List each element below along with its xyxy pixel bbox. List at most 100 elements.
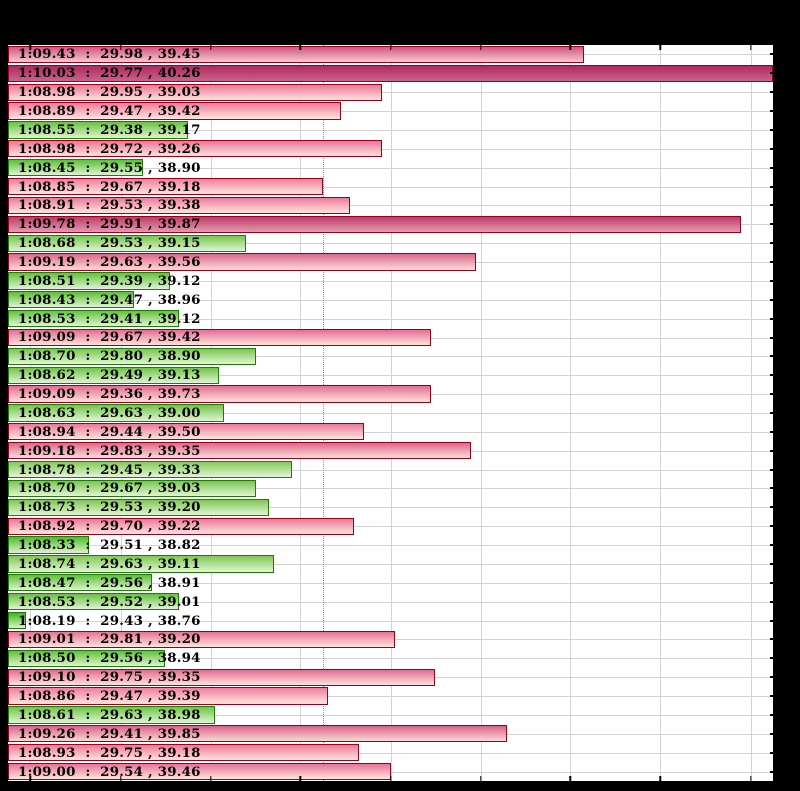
row-end-nub — [770, 449, 773, 452]
bar-label: 1:09.09 : 29.67 , 39.42 — [18, 329, 201, 346]
bar-row: 1:09.26 : 29.41 , 39.85 — [8, 724, 773, 743]
bar-label: 1:09.78 : 29.91 , 39.87 — [18, 216, 201, 233]
bar — [8, 234, 247, 252]
bar-label: 1:08.33 : 29.51 , 38.82 — [18, 537, 201, 554]
bar-label: 1:08.63 : 29.63 , 39.00 — [18, 404, 201, 421]
tick-mark-top — [479, 45, 482, 50]
row-end-nub — [770, 317, 773, 320]
bar — [8, 272, 170, 290]
bar — [8, 479, 256, 498]
bar-row: 1:09.78 : 29.91 , 39.87 — [8, 215, 773, 234]
bar — [8, 536, 89, 554]
grid-hline — [8, 280, 773, 282]
bar-row: 1:08.53 : 29.41 , 39.12 — [8, 309, 773, 328]
bar-row: 1:08.73 : 29.53 , 39.20 — [8, 498, 773, 517]
grid-hline — [8, 620, 773, 622]
bar — [8, 177, 323, 196]
bar-row: 1:08.50 : 29.56 , 38.94 — [8, 649, 773, 668]
bar — [8, 310, 179, 328]
tick-mark-bottom — [299, 776, 302, 781]
tick-mark-bottom — [389, 776, 392, 781]
bar — [8, 385, 431, 403]
bar — [8, 196, 350, 215]
bar-row: 1:08.98 : 29.95 , 39.03 — [8, 83, 773, 102]
grid-hline — [8, 563, 773, 565]
bar-row: 1:09.43 : 29.98 , 39.45 — [8, 45, 773, 64]
grid-hline — [8, 129, 773, 131]
bar-label: 1:08.55 : 29.38 , 39.17 — [18, 121, 201, 138]
bar-label: 1:08.51 : 29.39 , 39.12 — [18, 272, 201, 289]
row-end-nub — [770, 279, 773, 282]
bar-label: 1:08.73 : 29.53 , 39.20 — [18, 499, 201, 516]
row-end-nub — [770, 110, 773, 113]
grid-hline — [8, 186, 773, 188]
bar-label: 1:09.01 : 29.81 , 39.20 — [18, 631, 201, 648]
bar-row: 1:08.47 : 29.56 , 38.91 — [8, 573, 773, 592]
bar-label: 1:08.91 : 29.53 , 39.38 — [18, 197, 201, 214]
tick-mark-bottom — [749, 776, 752, 781]
row-end-nub — [770, 468, 773, 471]
row-end-nub — [770, 355, 773, 358]
bar — [8, 555, 274, 573]
bar — [8, 102, 341, 120]
row-end-nub — [770, 430, 773, 433]
row-end-nub — [770, 336, 773, 339]
grid-hline — [8, 545, 773, 547]
bar — [8, 121, 188, 139]
bar-row: 1:09.18 : 29.83 , 39.35 — [8, 441, 773, 460]
bar — [8, 517, 355, 535]
grid-hline — [8, 469, 773, 471]
grid-hline — [8, 299, 773, 301]
bar-label: 1:08.93 : 29.75 , 39.18 — [18, 744, 201, 761]
bar — [8, 611, 26, 630]
bar-row: 1:09.00 : 29.54 , 39.46 — [8, 762, 773, 781]
row-end-nub — [770, 487, 773, 490]
bar — [8, 83, 382, 101]
grid-hline — [8, 148, 773, 150]
bar-label: 1:08.70 : 29.80 , 38.90 — [18, 348, 201, 365]
tick-mark-top — [29, 45, 32, 50]
grid-hline — [8, 356, 773, 358]
bar-label: 1:08.45 : 29.55 , 38.90 — [18, 159, 201, 176]
bar-label: 1:09.09 : 29.36 , 39.73 — [18, 386, 201, 403]
bar — [8, 404, 224, 422]
bar-label: 1:08.62 : 29.49 , 39.13 — [18, 367, 201, 384]
bar-label: 1:08.53 : 29.52 , 39.01 — [18, 593, 201, 610]
grid-hline — [8, 375, 773, 377]
grid-hline — [8, 771, 773, 773]
row-end-nub — [770, 676, 773, 679]
tick-mark-bottom — [29, 776, 32, 781]
row-end-nub — [770, 166, 773, 169]
mean-reference-line — [322, 45, 324, 781]
bar-row: 1:08.78 : 29.45 , 39.33 — [8, 460, 773, 479]
row-end-nub — [770, 713, 773, 716]
grid-hline — [8, 111, 773, 113]
tick-mark-bottom — [659, 776, 662, 781]
row-end-nub — [770, 374, 773, 377]
tick-mark-top — [389, 45, 392, 50]
bar-label: 1:09.43 : 29.98 , 39.45 — [18, 46, 201, 63]
bar-label: 1:09.18 : 29.83 , 39.35 — [18, 442, 201, 459]
row-end-nub — [770, 412, 773, 414]
bar — [8, 253, 476, 271]
bar-label: 1:09.10 : 29.75 , 39.35 — [18, 669, 201, 686]
tick-mark-top — [659, 45, 662, 50]
grid-hline — [8, 92, 773, 94]
row-end-nub — [770, 298, 773, 301]
bar — [8, 498, 269, 516]
chart-title-strip — [0, 0, 800, 45]
tick-mark-bottom — [569, 776, 572, 781]
bar-label: 1:08.98 : 29.95 , 39.03 — [18, 84, 201, 101]
bar — [8, 574, 152, 592]
bar — [8, 762, 391, 781]
bar — [8, 291, 134, 309]
tick-mark-bottom — [209, 776, 212, 781]
bar-label: 1:08.78 : 29.45 , 39.33 — [18, 461, 201, 478]
bar — [8, 649, 166, 667]
bar-row: 1:08.68 : 29.53 , 39.15 — [8, 234, 773, 253]
bar — [8, 706, 215, 724]
bar-row: 1:08.85 : 29.67 , 39.18 — [8, 177, 773, 196]
bar-row: 1:08.91 : 29.53 , 39.38 — [8, 196, 773, 215]
bar-row: 1:08.89 : 29.47 , 39.42 — [8, 102, 773, 121]
tick-mark-top — [119, 45, 122, 50]
